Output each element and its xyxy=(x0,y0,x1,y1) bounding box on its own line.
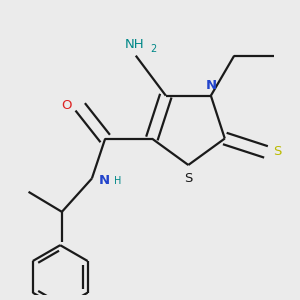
Text: N: N xyxy=(99,174,110,187)
Text: O: O xyxy=(61,99,72,112)
Text: 2: 2 xyxy=(150,44,156,54)
Text: H: H xyxy=(113,176,121,186)
Text: N: N xyxy=(205,79,216,92)
Text: S: S xyxy=(273,146,282,158)
Text: S: S xyxy=(184,172,193,185)
Text: NH: NH xyxy=(124,38,144,51)
